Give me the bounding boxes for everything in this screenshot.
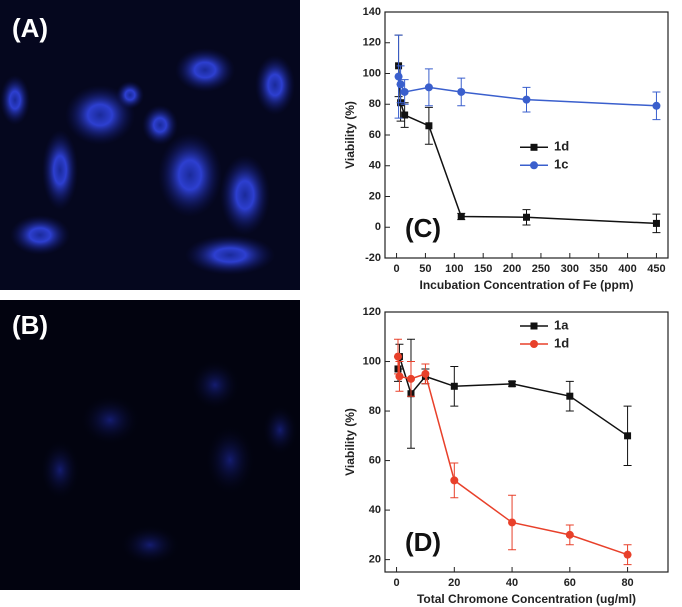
- y-tick-label: 120: [363, 306, 381, 318]
- y-tick-label: 40: [369, 160, 381, 172]
- x-tick-label: 100: [445, 263, 463, 275]
- series-line: [397, 65, 657, 225]
- legend-marker: [530, 161, 538, 170]
- legend-label: 1c: [554, 157, 568, 172]
- point: [406, 374, 415, 383]
- x-tick-label: 450: [647, 263, 665, 275]
- x-tick-label: 0: [393, 577, 399, 589]
- x-tick-label: 20: [448, 577, 460, 589]
- point: [508, 380, 516, 388]
- legend-marker: [530, 143, 538, 151]
- y-tick-label: 60: [369, 129, 381, 141]
- image-b: (B): [0, 300, 300, 590]
- y-tick-label: 100: [363, 67, 381, 79]
- y-tick-label: 20: [369, 190, 381, 202]
- y-tick-label: 20: [369, 554, 381, 566]
- x-tick-label: 300: [561, 263, 579, 275]
- legend-marker: [530, 322, 538, 330]
- point: [624, 432, 632, 440]
- x-tick-label: 400: [618, 263, 636, 275]
- image-a: (A): [0, 0, 300, 290]
- panel-label: (C): [405, 213, 441, 243]
- point: [393, 352, 402, 361]
- y-tick-label: 0: [375, 221, 381, 233]
- point: [566, 392, 574, 400]
- plot-frame: [384, 311, 669, 573]
- y-tick-label: 120: [363, 37, 381, 49]
- y-tick-label: 140: [363, 6, 381, 18]
- y-tick-label: 60: [369, 454, 381, 466]
- y-tick-label: 100: [363, 355, 381, 367]
- panel-label: (D): [405, 527, 441, 557]
- point: [395, 372, 404, 381]
- point: [450, 382, 458, 390]
- y-tick-label: 80: [369, 98, 381, 110]
- x-axis-label: Incubation Concentration of Fe (ppm): [420, 278, 634, 292]
- point: [523, 213, 530, 221]
- point: [565, 530, 574, 539]
- y-axis-label: Viability (%): [343, 408, 357, 476]
- point: [623, 550, 632, 559]
- legend-label: 1a: [554, 317, 569, 332]
- point: [401, 111, 409, 119]
- point: [508, 518, 517, 527]
- point: [421, 369, 430, 378]
- x-tick-label: 80: [621, 577, 633, 589]
- legend-marker: [530, 340, 538, 348]
- y-tick-label: 40: [369, 504, 381, 516]
- point: [457, 212, 465, 220]
- point: [400, 87, 409, 96]
- point: [652, 219, 660, 227]
- point: [424, 83, 433, 92]
- x-tick-label: 250: [532, 263, 550, 275]
- x-tick-label: 40: [506, 577, 518, 589]
- x-axis-label: Total Chromone Concentration (ug/ml): [417, 592, 636, 606]
- legend-label: 1d: [554, 335, 569, 350]
- y-tick-label: 80: [369, 405, 381, 417]
- x-tick-label: 50: [419, 263, 431, 275]
- x-tick-label: 200: [503, 263, 521, 275]
- x-tick-label: 150: [474, 263, 492, 275]
- x-tick-label: 60: [564, 577, 576, 589]
- point: [396, 80, 405, 89]
- image-label: (A): [12, 13, 48, 43]
- point: [425, 122, 433, 130]
- image-label: (B): [12, 310, 48, 340]
- y-tick-label: -20: [365, 252, 381, 264]
- point: [652, 101, 661, 110]
- y-axis-label: Viability (%): [343, 101, 357, 169]
- legend-label: 1d: [554, 139, 569, 154]
- x-tick-label: 0: [393, 263, 399, 275]
- series-line: [397, 356, 628, 437]
- point: [457, 87, 466, 96]
- point: [522, 95, 531, 104]
- point: [450, 476, 459, 485]
- x-tick-label: 350: [590, 263, 608, 275]
